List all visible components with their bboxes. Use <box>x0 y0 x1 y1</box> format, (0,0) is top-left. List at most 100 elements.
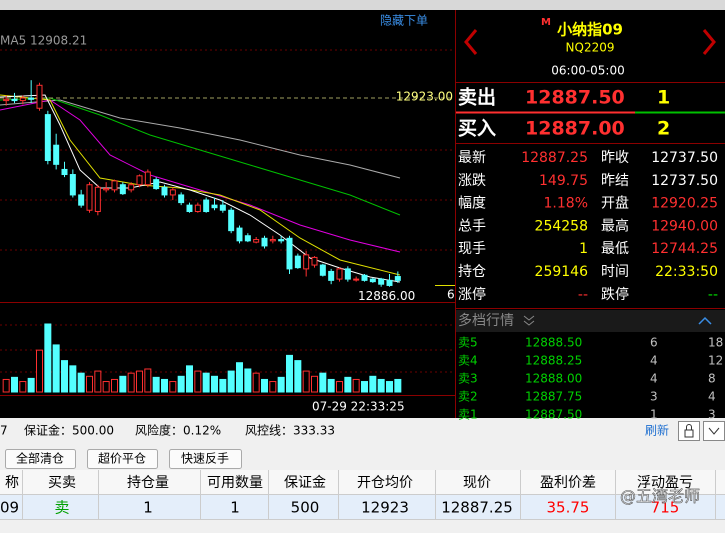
volume-bar <box>311 375 318 393</box>
stat-label: 最新 <box>458 150 486 166</box>
dropdown-icon <box>708 427 720 435</box>
low-label: 12886.00 <box>358 289 415 303</box>
candle-body <box>303 254 310 270</box>
stat-value: -- <box>578 287 588 303</box>
volume-bar <box>369 375 377 393</box>
refresh[interactable]: 刷新 <box>645 423 669 438</box>
candle-body <box>269 239 276 242</box>
action-button-label[interactable]: 超价平仓 <box>98 451 146 466</box>
candle-body <box>78 194 85 206</box>
name-marker: M <box>541 17 551 28</box>
volume-bar <box>386 381 393 393</box>
hide-order-link[interactable]: 隐藏下单 <box>380 14 428 28</box>
volume-bar <box>277 376 285 393</box>
action-button-label[interactable]: 全部清仓 <box>16 451 64 466</box>
volume-bar <box>261 378 268 393</box>
stat-label: 昨收 <box>601 150 629 166</box>
stat-label: 总手 <box>458 218 486 234</box>
stat-value: 1 <box>579 241 588 257</box>
candle-body <box>328 270 335 281</box>
stat-value: 12940.00 <box>651 218 718 234</box>
candle-body <box>178 194 185 204</box>
depth-volume: 3 <box>650 390 658 404</box>
candle-body <box>169 189 176 196</box>
stat-value: 254258 <box>535 218 588 234</box>
selected-row[interactable] <box>0 495 725 519</box>
candle-body <box>278 239 285 242</box>
account-cut: 7 <box>0 424 8 438</box>
candle-body <box>228 209 235 232</box>
volume-bar <box>61 360 68 393</box>
depth-total: 18 <box>708 336 723 350</box>
depth-volume: 1 <box>650 408 658 422</box>
stat-value: 12737.50 <box>651 173 718 189</box>
volume-bar <box>319 372 327 393</box>
column-header: 买卖 <box>48 475 76 491</box>
volume-bar <box>377 378 385 393</box>
last-volume: 6 <box>447 288 455 302</box>
depth-total: 4 <box>708 390 716 404</box>
volume-bar <box>344 376 352 393</box>
volume-bar <box>294 360 302 393</box>
expand-icon[interactable] <box>523 315 535 326</box>
volume-bar <box>86 375 93 393</box>
cell: 715 <box>651 499 680 517</box>
stat-label: 时间 <box>601 264 629 280</box>
prev-arrow[interactable] <box>464 29 478 55</box>
time-label: 07-29 22:33:25 <box>312 400 405 414</box>
stat-label: 幅度 <box>458 196 486 212</box>
next-arrow[interactable] <box>702 29 716 55</box>
candle-body <box>219 204 226 211</box>
stat-value: 12887.25 <box>521 150 588 166</box>
candle-body <box>86 184 93 211</box>
volume-bar <box>2 378 10 393</box>
stat-value: 149.75 <box>539 173 588 189</box>
volume-bar <box>161 378 168 393</box>
stat-label: 最高 <box>601 217 629 234</box>
candle-body <box>378 278 385 285</box>
candle-body <box>294 255 301 269</box>
candle-body <box>69 174 76 196</box>
stat-label: 昨结 <box>601 173 629 189</box>
action-button[interactable] <box>87 449 158 469</box>
cell: 35.75 <box>547 499 590 517</box>
volume-bar <box>269 381 277 393</box>
collapse-icon[interactable] <box>698 316 712 325</box>
stat-label: 最低 <box>601 241 629 257</box>
candle-body <box>194 204 201 213</box>
depth-volume: 4 <box>650 372 658 386</box>
position-label: 12923.00 <box>396 90 453 104</box>
candle-body <box>61 168 68 176</box>
lock-button[interactable] <box>678 421 700 441</box>
volume-bar <box>211 375 218 393</box>
volume-bar <box>144 368 152 393</box>
volume-bar <box>77 372 85 393</box>
volume-bar <box>136 370 143 393</box>
volume-bar <box>236 362 243 393</box>
candle-body <box>103 188 110 191</box>
menu-button[interactable] <box>703 421 725 441</box>
stat-value: 12920.25 <box>651 196 718 212</box>
bid-size: 2 <box>657 118 670 140</box>
action-button[interactable] <box>169 449 242 469</box>
action-button[interactable] <box>5 449 76 469</box>
volume-bar <box>202 372 210 393</box>
volume-bar <box>244 368 252 393</box>
candle-body <box>236 227 243 242</box>
volume-bar <box>52 344 60 393</box>
action-button-label[interactable]: 快速反手 <box>181 452 229 466</box>
candle-body <box>119 184 126 195</box>
column-header: 称 <box>5 475 19 491</box>
cell: 1 <box>230 499 240 517</box>
candle-body <box>369 278 376 283</box>
candle-body <box>161 186 168 196</box>
volume-bar <box>27 377 35 393</box>
risk-control: 风控线：333.33 <box>245 424 335 438</box>
volume-bar <box>69 365 77 393</box>
depth-total: 12 <box>708 354 723 368</box>
contract-code: NQ2209 <box>566 41 615 55</box>
ask-price: 12887.50 <box>525 87 625 109</box>
volume-bar <box>19 381 27 393</box>
ask-size: 1 <box>657 87 670 109</box>
